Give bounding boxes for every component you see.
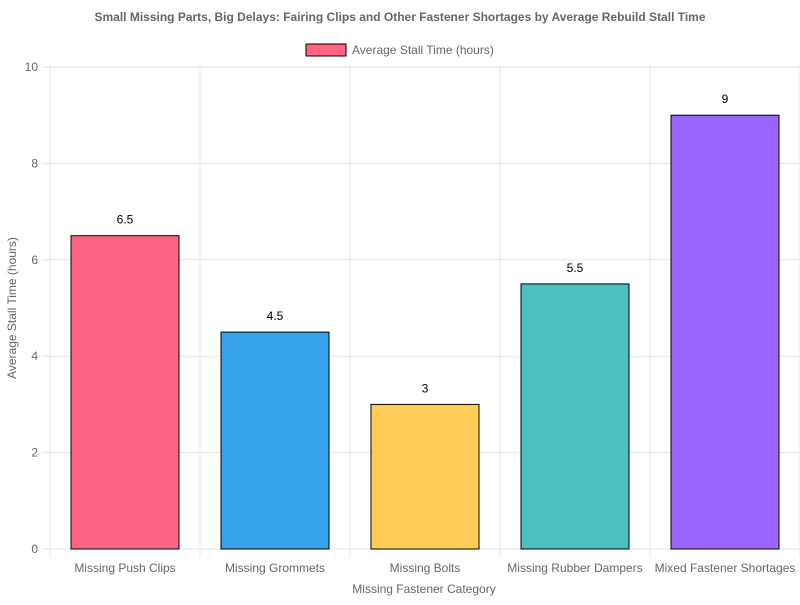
- data-label: 3: [422, 381, 429, 395]
- bar-2[interactable]: [370, 403, 480, 550]
- x-axis-title: Missing Fastener Category: [352, 582, 495, 596]
- bar-1[interactable]: [220, 331, 330, 550]
- bar-3[interactable]: [520, 283, 630, 550]
- y-axis-title: Average Stall Time (hours): [5, 237, 19, 379]
- chart-title: Small Missing Parts, Big Delays: Fairing…: [94, 10, 705, 24]
- y-tick-label: 0: [31, 542, 38, 556]
- legend-label: Average Stall Time (hours): [352, 43, 494, 57]
- bars: [70, 114, 780, 550]
- y-tick-label: 4: [31, 349, 38, 363]
- data-label: 6.5: [117, 213, 134, 227]
- data-labels: 6.5 4.5 3 5.5 9: [117, 92, 729, 395]
- data-label: 5.5: [567, 261, 584, 275]
- x-axis-ticks: Missing Push Clips Missing Grommets Missin…: [74, 561, 795, 575]
- legend-swatch: [305, 43, 347, 57]
- x-tick-label: Mixed Fastener Shortages: [655, 561, 796, 575]
- bar-4[interactable]: [670, 114, 780, 550]
- x-tick-label: Missing Push Clips: [74, 561, 175, 575]
- x-tick-label: Missing Bolts: [390, 561, 461, 575]
- legend[interactable]: Average Stall Time (hours): [305, 43, 494, 57]
- x-tick-label: Missing Rubber Dampers: [507, 561, 642, 575]
- y-tick-label: 2: [31, 446, 38, 460]
- bar-0[interactable]: [70, 235, 180, 550]
- y-tick-label: 8: [31, 156, 38, 170]
- y-axis-ticks: 0 2 4 6 8 10: [25, 60, 39, 556]
- data-label: 4.5: [267, 309, 284, 323]
- y-tick-label: 10: [25, 60, 39, 74]
- y-tick-label: 6: [31, 253, 38, 267]
- x-tick-label: Missing Grommets: [225, 561, 325, 575]
- data-label: 9: [722, 92, 729, 106]
